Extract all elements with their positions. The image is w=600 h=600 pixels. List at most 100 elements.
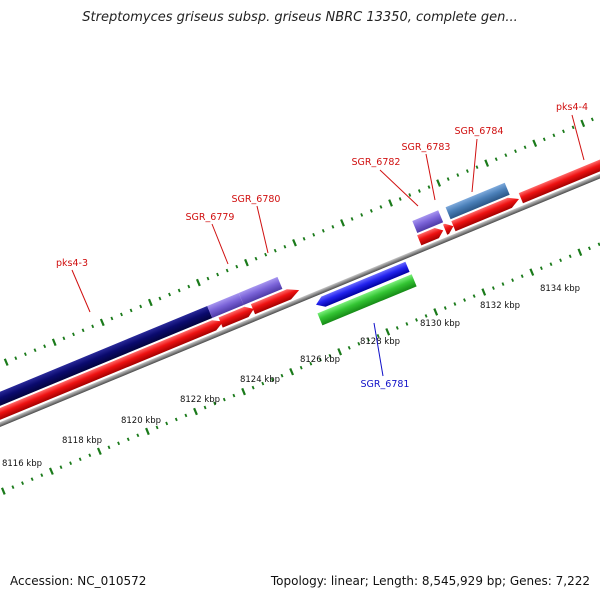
- cds-forward-pks4-3-segment[interactable]: [0, 316, 225, 450]
- lower-major-tick: [48, 467, 54, 475]
- scale-label: 8134 kbp: [540, 284, 580, 294]
- lower-minor-tick: [222, 397, 226, 402]
- upper-minor-tick: [187, 284, 191, 289]
- lower-minor-tick: [107, 445, 111, 450]
- genome-stats-text: Topology: linear; Length: 8,545,929 bp; …: [270, 574, 590, 588]
- upper-major-tick: [580, 119, 586, 128]
- upper-minor-tick: [33, 348, 37, 353]
- sgr6780-feature-bar[interactable]: [238, 276, 283, 305]
- gene-label-pks4-3[interactable]: pks4-3: [56, 258, 88, 269]
- scale-label: 8124 kbp: [240, 375, 280, 385]
- leader-line-sgr6783: [425, 153, 436, 201]
- leader-line-sgr6780: [256, 205, 269, 254]
- lower-minor-tick: [11, 485, 15, 489]
- lower-major-tick: [145, 427, 150, 436]
- lower-minor-tick: [117, 441, 121, 446]
- upper-minor-tick: [23, 352, 27, 357]
- upper-minor-tick: [494, 157, 498, 162]
- upper-minor-tick: [91, 324, 95, 329]
- cds-forward-sgr6782[interactable]: [417, 225, 445, 246]
- upper-minor-tick: [571, 125, 575, 130]
- lower-minor-tick: [318, 357, 322, 362]
- gene-label-sgr6781[interactable]: SGR_6781: [361, 379, 410, 390]
- sgr6784-feature-bar[interactable]: [445, 182, 510, 220]
- pks4-3-cluster-bar[interactable]: [0, 305, 213, 438]
- cds-forward-sgr6780[interactable]: [250, 285, 301, 315]
- upper-minor-tick: [235, 264, 239, 269]
- cds-reverse-sgr6781[interactable]: [314, 261, 410, 310]
- upper-minor-tick: [369, 209, 373, 213]
- gene-labels: pks4-3 SGR_6779 SGR_6780 SGR_6782 SGR_67…: [56, 102, 588, 390]
- upper-minor-tick: [72, 332, 75, 337]
- upper-minor-tick: [590, 117, 594, 122]
- leader-line-pks4-4: [571, 114, 585, 161]
- upper-minor-tick: [475, 165, 479, 169]
- lower-major-tick: [0, 487, 6, 495]
- gene-label-sgr6783[interactable]: SGR_6783: [402, 142, 451, 153]
- upper-major-tick: [51, 338, 57, 347]
- upper-minor-tick: [129, 308, 133, 313]
- upper-minor-tick: [398, 197, 402, 201]
- sgr6779-feature-bar[interactable]: [207, 292, 244, 318]
- cds-forward-sgr6783[interactable]: [443, 221, 456, 235]
- lower-minor-tick: [174, 417, 178, 422]
- gene-label-pks4-4[interactable]: pks4-4: [556, 102, 588, 113]
- lower-minor-tick: [165, 421, 169, 426]
- upper-minor-tick: [562, 129, 565, 134]
- lower-major-tick: [433, 308, 439, 316]
- upper-minor-tick: [514, 149, 517, 154]
- upper-major-tick: [3, 358, 9, 366]
- lower-minor-tick: [347, 345, 351, 350]
- lower-minor-tick: [443, 306, 447, 310]
- upper-major-tick: [99, 318, 105, 327]
- upper-minor-tick: [408, 193, 412, 197]
- upper-minor-tick: [216, 272, 220, 277]
- upper-minor-tick: [331, 225, 335, 229]
- cds-forward-sgr6779[interactable]: [218, 304, 256, 328]
- genome-axis: [0, 133, 600, 456]
- cds-forward-pks4-4-segment[interactable]: [518, 133, 600, 204]
- lower-major-tick: [96, 447, 102, 456]
- upper-minor-tick: [264, 252, 268, 257]
- upper-minor-tick: [552, 133, 556, 138]
- lower-minor-tick: [136, 433, 140, 438]
- cds-forward-sgr6784[interactable]: [451, 194, 521, 232]
- upper-minor-tick: [14, 356, 18, 361]
- upper-major-tick: [532, 139, 538, 148]
- leader-line-sgr6781: [373, 322, 384, 377]
- lower-major-tick: [337, 348, 343, 356]
- upper-minor-tick: [177, 288, 181, 293]
- lower-minor-tick: [251, 385, 255, 390]
- gene-label-sgr6784[interactable]: SGR_6784: [455, 126, 504, 137]
- scale-label: 8116 kbp: [2, 459, 42, 469]
- sgr6781-feature-bar[interactable]: [317, 274, 417, 326]
- lower-minor-tick: [539, 266, 543, 271]
- upper-minor-tick: [321, 228, 325, 233]
- upper-major-tick: [147, 298, 153, 307]
- leader-line-sgr6784: [471, 138, 478, 193]
- lower-minor-tick: [126, 437, 130, 442]
- upper-minor-tick: [302, 236, 306, 241]
- lower-minor-tick: [59, 465, 63, 470]
- lower-minor-tick: [453, 302, 457, 306]
- lower-minor-tick: [30, 477, 34, 481]
- lower-minor-tick: [261, 381, 265, 386]
- upper-minor-tick: [456, 173, 460, 177]
- scale-label: 8120 kbp: [121, 416, 161, 426]
- gene-label-sgr6779[interactable]: SGR_6779: [186, 212, 235, 223]
- upper-major-tick: [484, 159, 490, 167]
- lower-minor-tick: [472, 294, 476, 298]
- upper-minor-tick: [206, 276, 210, 281]
- gene-label-sgr6782[interactable]: SGR_6782: [352, 157, 401, 168]
- upper-minor-tick: [427, 185, 431, 189]
- upper-minor-tick: [254, 256, 258, 261]
- sgr6782-feature-bar[interactable]: [412, 210, 444, 234]
- lower-major-tick: [577, 248, 583, 257]
- lower-minor-tick: [203, 405, 207, 410]
- gene-label-sgr6780[interactable]: SGR_6780: [232, 194, 281, 205]
- lower-major-tick: [529, 268, 535, 276]
- scale-label: 8118 kbp: [62, 436, 102, 446]
- scale-labels: 8116 kbp 8118 kbp 8120 kbp 8122 kbp 8124 kbp…: [2, 284, 580, 469]
- lower-minor-tick: [559, 258, 563, 263]
